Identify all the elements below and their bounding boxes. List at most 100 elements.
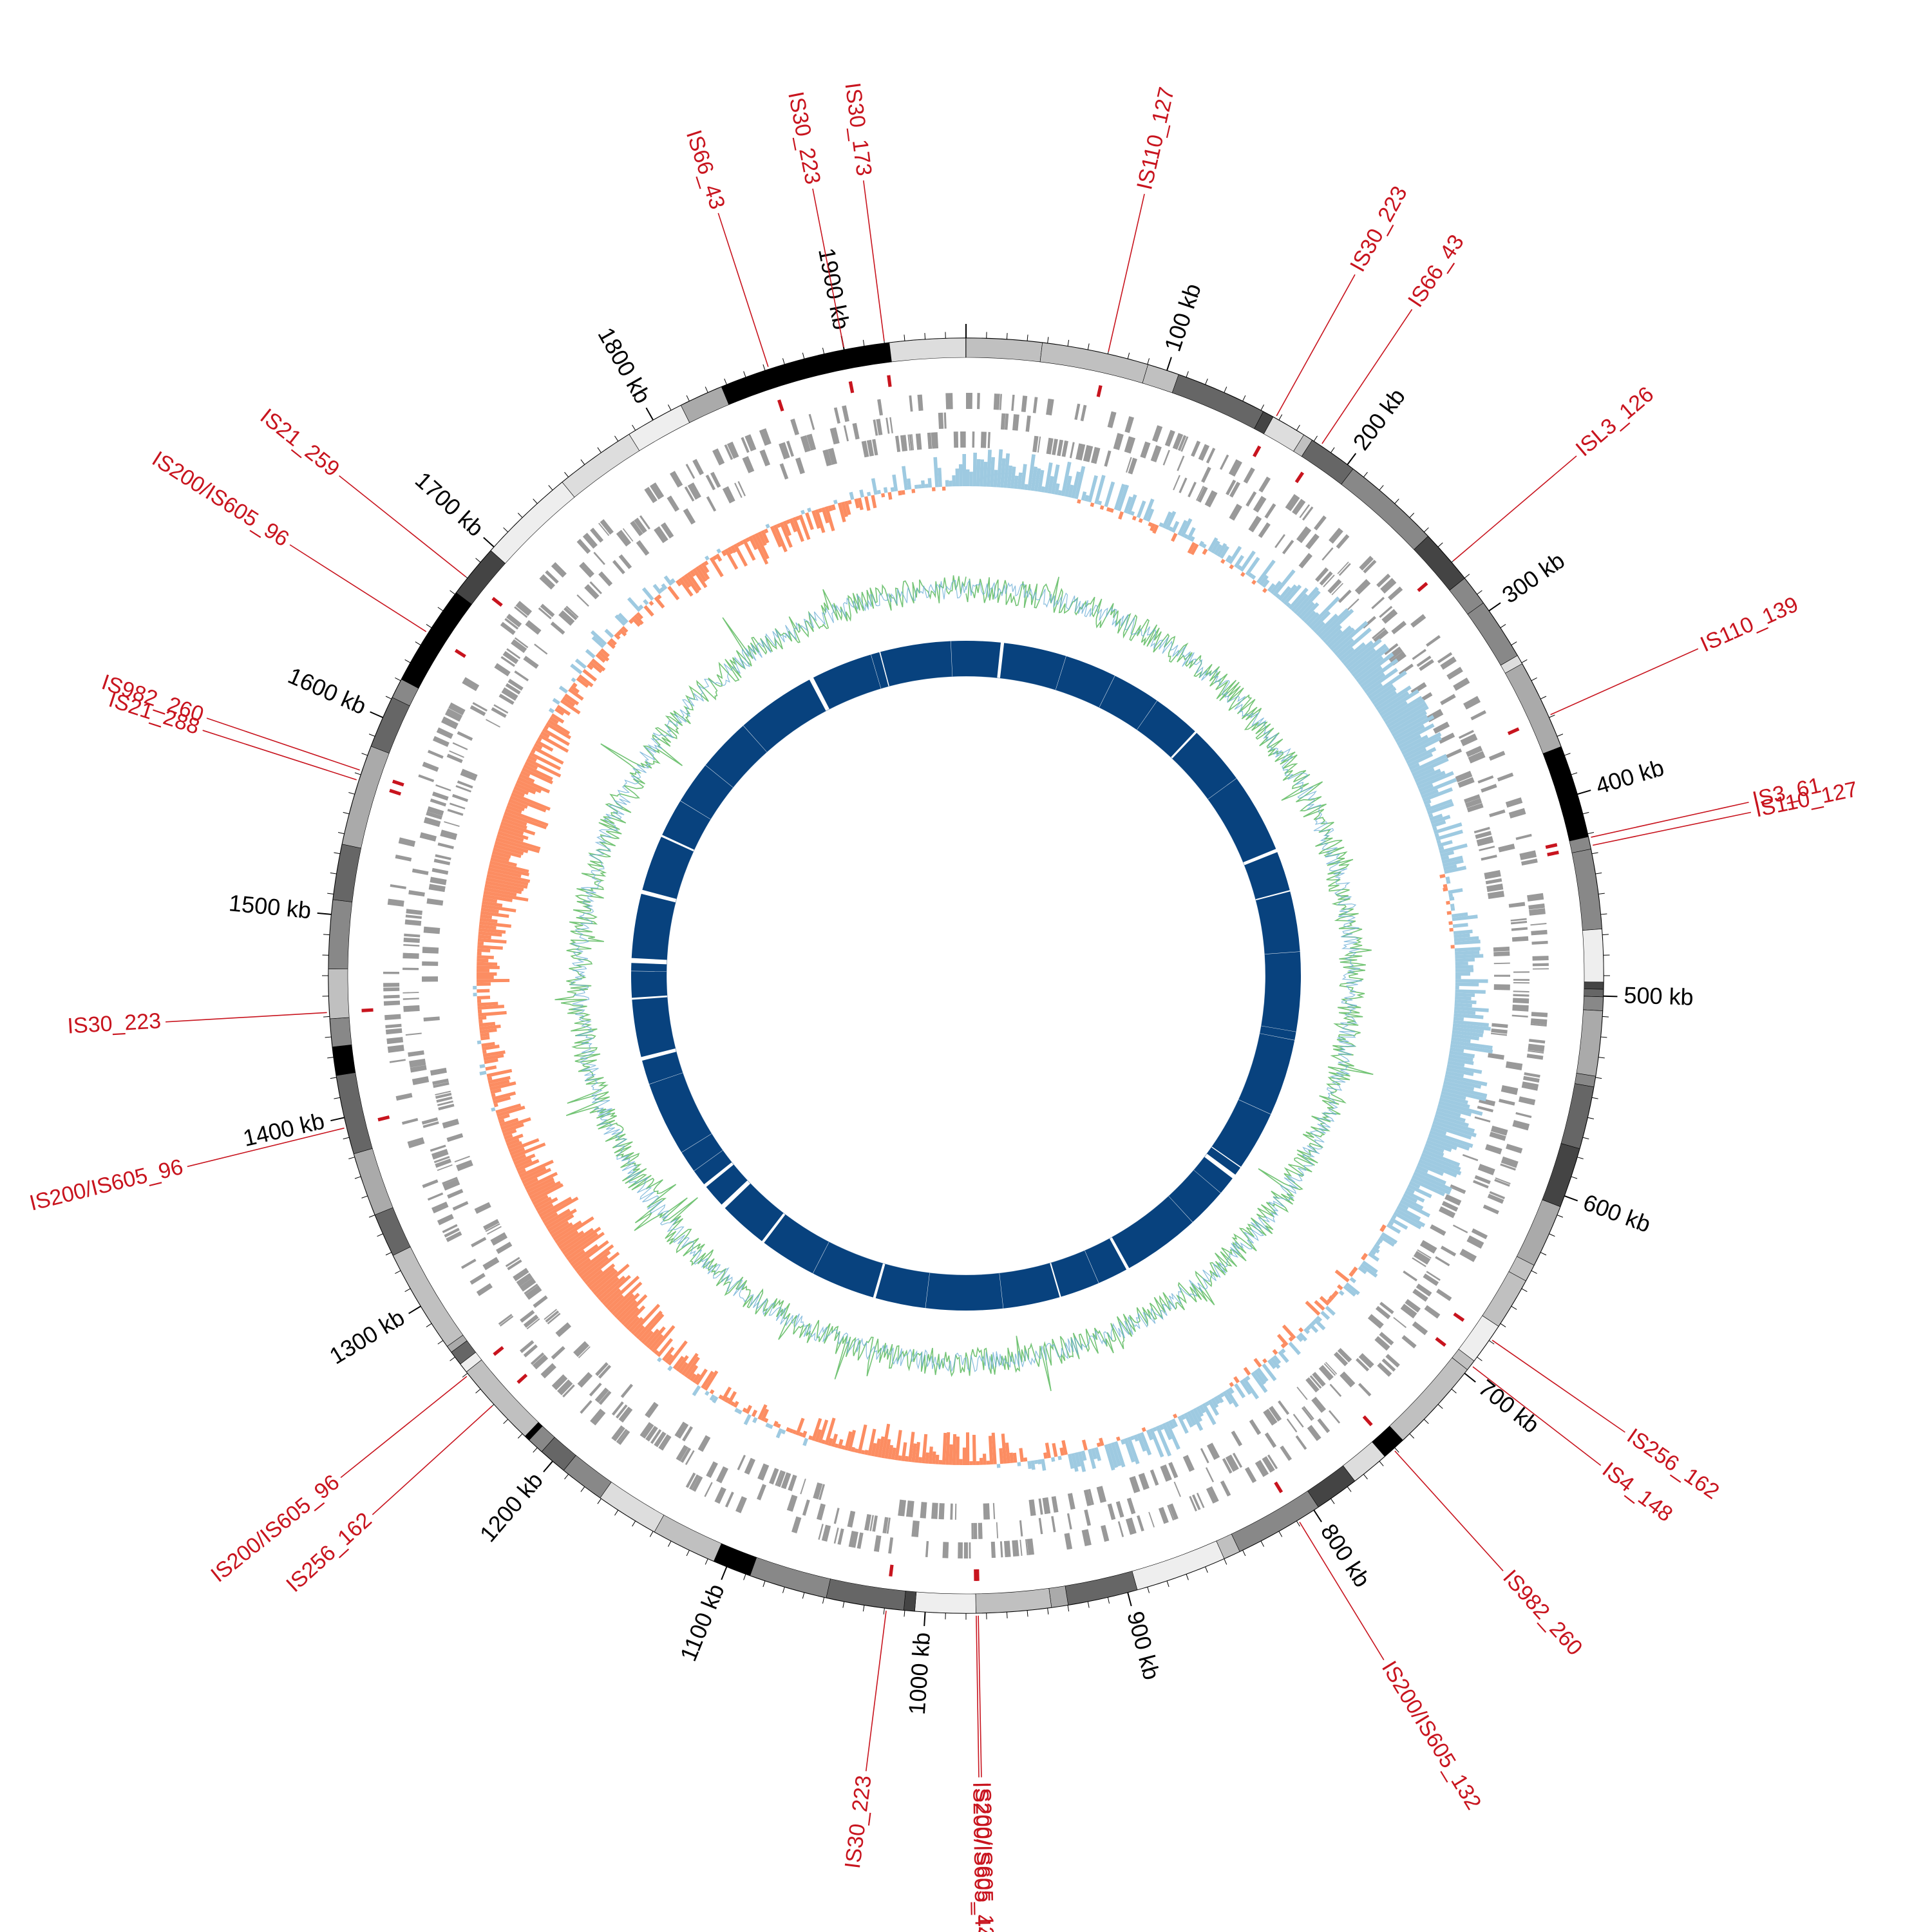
gc-skew-bin	[589, 661, 603, 674]
gene-feature	[1046, 437, 1054, 455]
gc-skew-bin	[646, 1326, 666, 1349]
gc-skew-bin	[482, 897, 498, 904]
minor-tick	[1531, 1270, 1537, 1274]
gene-feature	[1038, 1518, 1043, 1535]
gc-skew-bin	[1301, 602, 1320, 621]
gc-skew-bin	[1198, 540, 1204, 547]
gc-skew-bin	[1421, 1152, 1461, 1171]
gc-skew-bin	[1410, 753, 1448, 774]
gene-feature	[781, 1472, 791, 1490]
gc-skew-bin	[1377, 691, 1410, 714]
gc-skew-bin	[871, 1443, 877, 1457]
gc-skew-bin	[562, 696, 576, 707]
gc-skew-bin	[540, 731, 550, 739]
gene-feature	[1497, 772, 1514, 782]
gene-feature	[524, 1283, 538, 1295]
gc-skew-bin	[1094, 475, 1106, 504]
gc-skew-bin	[1225, 554, 1232, 563]
gc-skew-bin	[697, 564, 710, 580]
gc-skew-bin	[1107, 1443, 1119, 1468]
gc-skew-bin	[480, 1036, 490, 1041]
gene-feature	[1292, 498, 1306, 515]
gene-feature	[525, 620, 542, 635]
gc-skew-bin	[779, 522, 793, 548]
gene-feature	[1206, 1443, 1220, 1460]
gene-feature	[1477, 1164, 1495, 1176]
gc-skew-bin	[1037, 469, 1045, 492]
gene-feature	[1315, 567, 1329, 582]
gc-skew-bin	[507, 1141, 523, 1150]
gc-skew-bin	[651, 1325, 676, 1353]
gc-skew-bin	[1123, 1437, 1135, 1463]
gene-feature	[779, 442, 790, 460]
major-tick	[1464, 1372, 1476, 1383]
gene-feature	[1412, 1321, 1428, 1336]
gc-skew-bin	[1319, 1296, 1330, 1306]
gc-skew-bin	[927, 478, 932, 488]
minor-tick	[1409, 1433, 1415, 1439]
gc-skew-bin	[1298, 1332, 1308, 1342]
gc-skew-bin	[689, 1373, 697, 1382]
gc-skew-bin	[1440, 850, 1455, 858]
gc-skew-bin	[515, 782, 536, 795]
gene-feature	[408, 890, 425, 897]
minor-tick	[762, 1580, 766, 1587]
gene-feature	[1465, 798, 1482, 808]
gene-feature	[1466, 1235, 1484, 1249]
gc-skew-bin	[730, 1401, 735, 1406]
gc-skew-bin	[481, 1041, 495, 1048]
gene-feature	[1012, 414, 1019, 431]
gc-skew-bin	[718, 1394, 723, 1400]
is-element-label: ISL3_126	[1571, 382, 1658, 461]
gc-skew-bin	[1449, 896, 1455, 901]
gene-feature	[386, 1037, 404, 1045]
gc-skew-bin	[1377, 1238, 1383, 1244]
gene-feature	[1494, 974, 1511, 977]
minor-tick	[1577, 1157, 1584, 1160]
gene-feature	[769, 1468, 779, 1485]
gc-skew-bin	[828, 505, 833, 512]
gc-skew-bin	[564, 1232, 598, 1258]
gene-feature	[1359, 556, 1374, 571]
gene-feature	[618, 1430, 630, 1445]
gene-feature	[744, 434, 757, 451]
gene-feature	[726, 441, 739, 459]
minor-tick	[862, 339, 865, 346]
gc-skew-bin	[520, 1166, 547, 1181]
gene-feature	[1198, 444, 1210, 461]
gc-skew-bin	[628, 1316, 644, 1333]
gene-feature	[1489, 809, 1506, 818]
minor-tick	[1591, 852, 1598, 855]
gene-feature	[1524, 1072, 1540, 1078]
gc-skew-bin	[1422, 787, 1453, 802]
tick-label: 1200 kb	[475, 1467, 548, 1547]
minor-tick	[743, 1573, 746, 1580]
minor-tick	[330, 1077, 337, 1079]
gene-feature	[1413, 1251, 1431, 1265]
gc-skew-bin	[724, 1396, 730, 1403]
synteny-block	[1238, 1033, 1295, 1115]
gc-skew-bin	[1407, 1184, 1432, 1198]
gene-feature	[1495, 1177, 1511, 1184]
minor-tick	[361, 753, 368, 756]
gc-skew-bin	[570, 1244, 599, 1266]
gene-feature	[1459, 1248, 1477, 1262]
synteny-block	[813, 654, 881, 710]
gc-skew-bin	[482, 1050, 506, 1057]
ideogram-band	[1341, 468, 1428, 550]
synteny-block	[631, 963, 667, 972]
gc-skew-bin	[489, 860, 529, 873]
gene-feature	[1188, 482, 1197, 498]
gene-feature	[427, 1192, 444, 1201]
gene-feature	[1061, 440, 1068, 457]
gc-skew-bin	[833, 499, 838, 504]
gene-feature	[545, 1310, 560, 1323]
gc-skew-bin	[654, 1349, 659, 1355]
gene-feature	[622, 528, 634, 542]
gc-skew-bin	[1323, 625, 1343, 643]
gene-feature	[452, 1201, 469, 1211]
gc-skew-bin	[1455, 954, 1484, 959]
gc-skew-bin	[1349, 1272, 1354, 1277]
is-element-label: IS110_139	[1697, 592, 1802, 657]
